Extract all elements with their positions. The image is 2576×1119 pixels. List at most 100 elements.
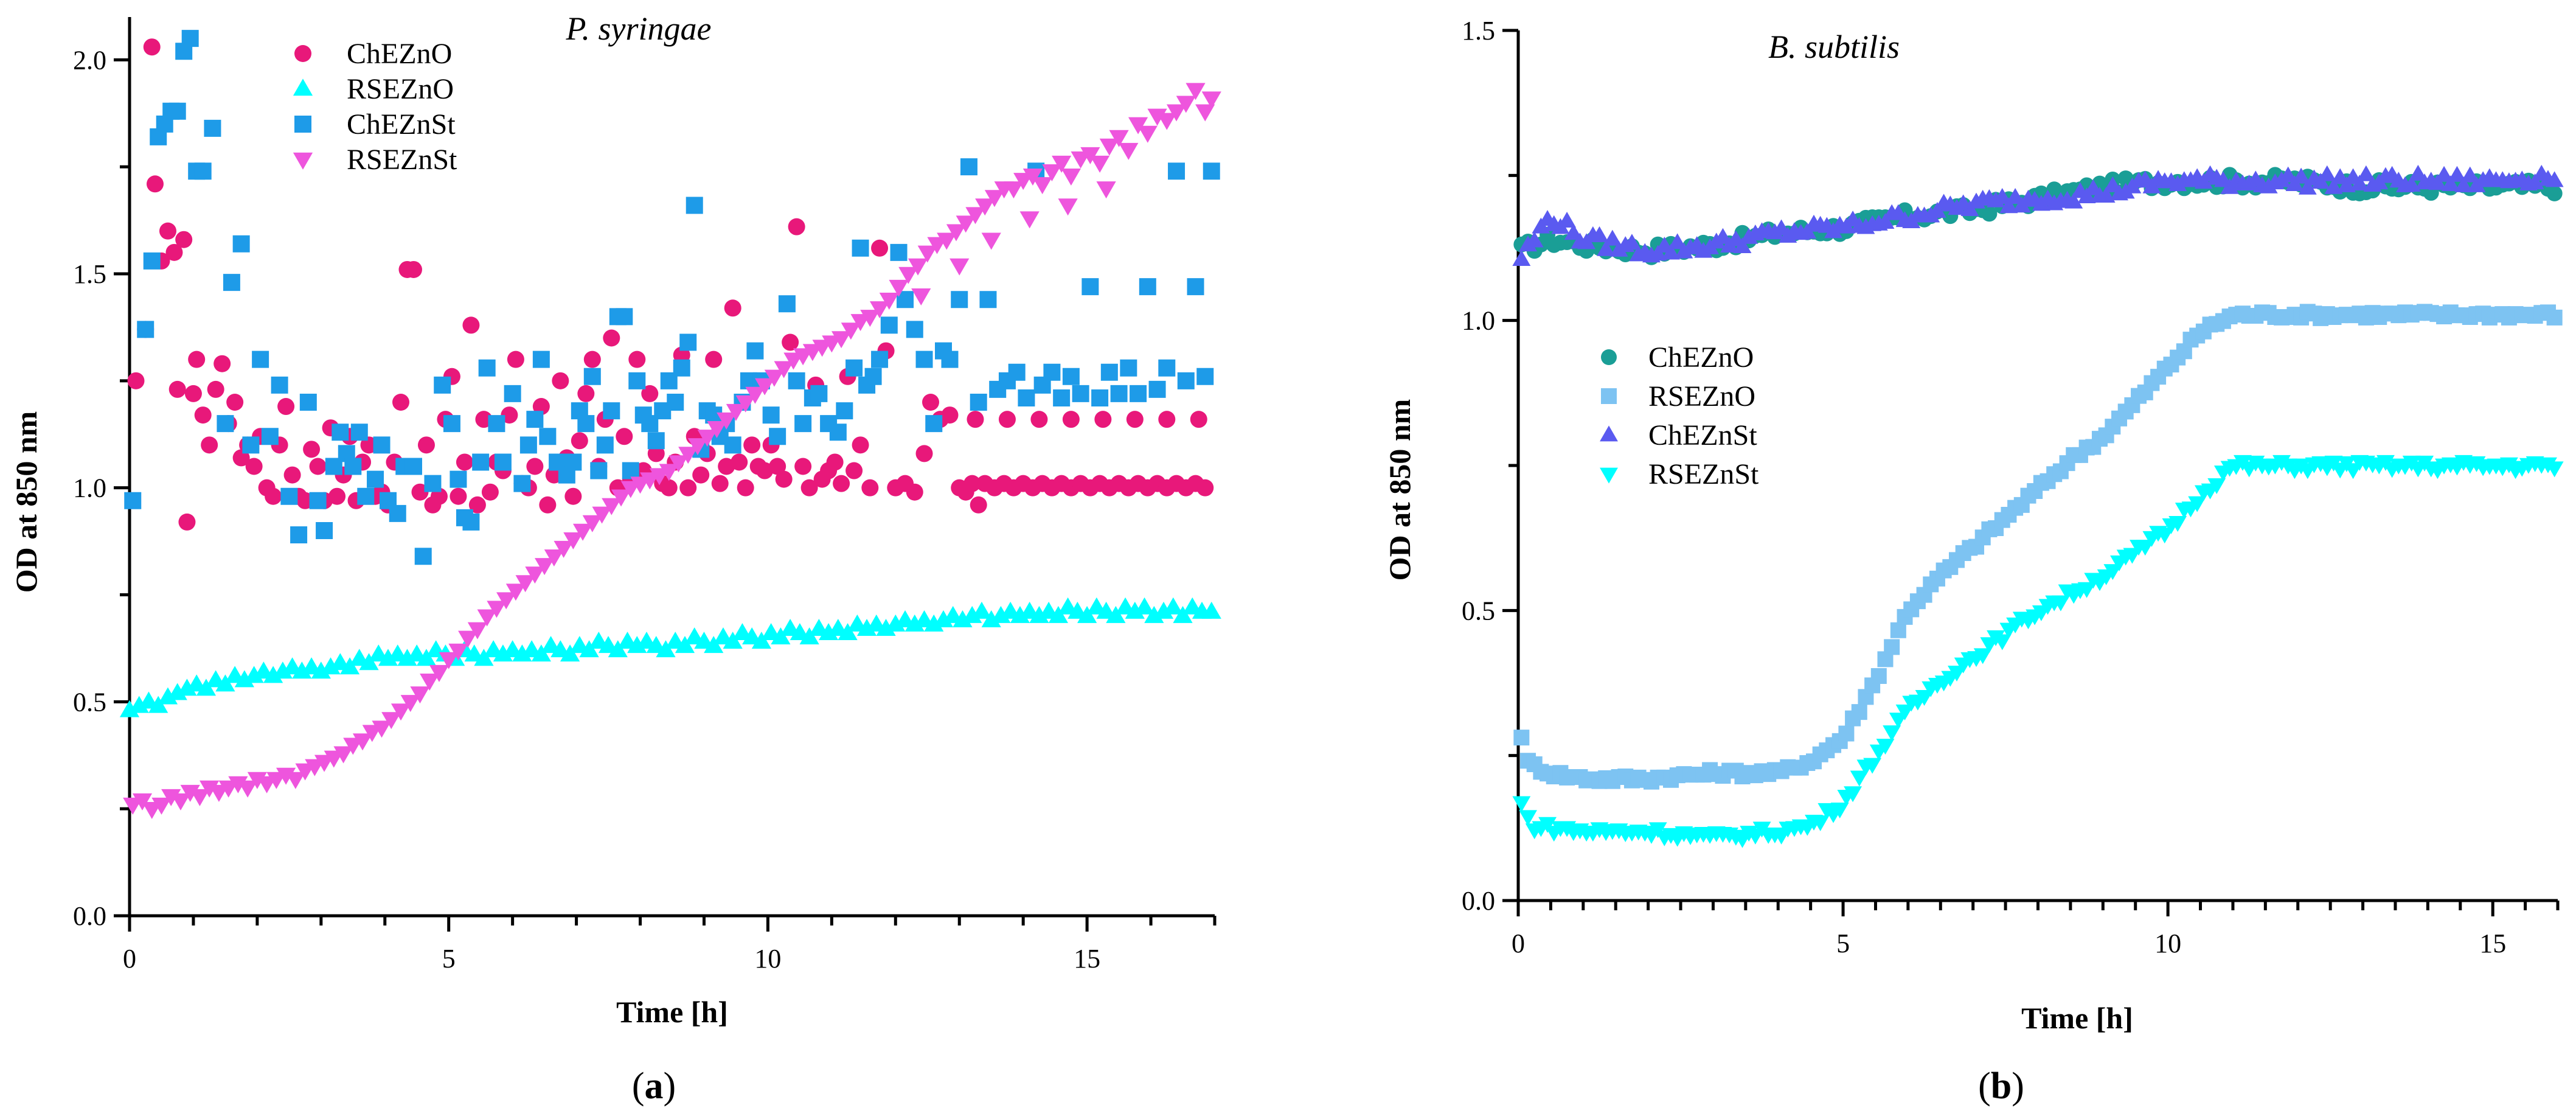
panel-a-point-RSEZnO [378, 649, 398, 666]
panel-a-x-tick-label: 0 [123, 944, 136, 974]
panel-a-point-RSEZnSt [572, 523, 593, 541]
panel-a-point-ChEZnSt [280, 487, 298, 505]
panel-a-point-RSEZnSt [276, 767, 296, 785]
panel-a-point-ChEZnO [507, 350, 524, 368]
panel-a-point-ChEZnSt [925, 415, 943, 433]
panel-a-point-ChEZnO [232, 449, 250, 467]
panel-a-point-RSEZnSt [831, 331, 852, 349]
panel-a-point-RSEZnO [886, 614, 906, 632]
panel-a-point-ChEZnSt [829, 424, 847, 441]
panel-a-point-RSEZnO [1134, 597, 1154, 615]
panel-a-point-RSEZnO [1125, 601, 1145, 619]
panel-a-point-ChEZnO [769, 458, 786, 475]
panel-a-point-RSEZnO [904, 614, 925, 632]
panel-a-point-RSEZnO [1201, 601, 1221, 619]
panel-a-point-RSEZnO [962, 605, 982, 623]
panel-a-point-ChEZnSt [1091, 389, 1109, 406]
panel-a-point-ChEZnO [127, 372, 145, 389]
panel-a-legend-label: RSEZnO [347, 73, 454, 105]
panel-a-point-ChEZnO [277, 398, 295, 416]
panel-a-point-RSEZnSt [602, 498, 622, 515]
panel-a-point-ChEZnO [539, 496, 557, 514]
panel-b-point-ChEZnSt [2298, 178, 2317, 195]
panel-b-point-ChEZnSt [2350, 175, 2369, 191]
panel-a-point-RSEZnO [119, 700, 140, 717]
panel-a-point-ChEZnSt [261, 428, 279, 445]
panel-a-point-RSEZnSt [981, 232, 1001, 250]
panel-a-point-RSEZnSt [190, 789, 210, 806]
panel-a-point-ChEZnSt [338, 445, 355, 462]
panel-b-point-ChEZnSt [1876, 212, 1895, 229]
panel-b-point-ChEZnSt [1597, 240, 1616, 256]
panel-a-point-RSEZnSt [1195, 104, 1215, 122]
panel-a-point-ChEZnO [283, 466, 301, 484]
panel-a-point-ChEZnSt [1203, 162, 1220, 180]
panel-a-point-ChEZnO [871, 239, 889, 257]
panel-a-point-ChEZnSt [443, 415, 460, 433]
panel-a-point-ChEZnSt [852, 239, 869, 257]
panel-b-point-RSEZnSt [2103, 564, 2122, 580]
panel-a-point-ChEZnO [1062, 411, 1080, 428]
panel-a-point-RSEZnSt [582, 515, 602, 532]
panel-a-point-RSEZnO [196, 678, 217, 696]
panel-b-legend-item: ChEZnSt [1600, 419, 1757, 451]
panel-b-point-RSEZnSt [1863, 758, 1882, 774]
panel-a-point-ChEZnSt [686, 197, 703, 214]
panel-a-point-ChEZnSt [513, 475, 531, 492]
panel-b-point-ChEZnSt [2292, 167, 2311, 184]
panel-b-legend-item: RSEZnSt [1600, 458, 1759, 490]
panel-b-point-ChEZnSt [2448, 166, 2467, 182]
panel-a-point-ChEZnO [226, 394, 244, 411]
panel-a-point-ChEZnO [833, 475, 850, 492]
panel-b-point-ChEZnSt [2317, 165, 2336, 181]
panel-a-point-ChEZnO [564, 487, 582, 505]
panel-a-point-ChEZnO [430, 487, 448, 505]
panel-b-point-ChEZnSt [2279, 166, 2297, 183]
panel-b-legend-item: ChEZnO [1601, 341, 1754, 374]
panel-a-legend-item: ChEZnSt [294, 108, 456, 141]
panel-a-point-RSEZnSt [1019, 211, 1040, 229]
panel-a-point-ChEZnO [178, 513, 196, 531]
panel-a-point-RSEZnO [158, 687, 178, 705]
panel-a-plot-area: 0 5 10 15 0.0 0.5 1.0 1.5 2.0 [73, 17, 1221, 974]
panel-a-point-ChEZnSt [1062, 368, 1080, 385]
panel-a-point-ChEZnSt [897, 291, 914, 309]
panel-a-legend-label: ChEZnSt [347, 108, 456, 141]
panel-a-point-ChEZnO [1126, 411, 1144, 428]
panel-a-legend-item: RSEZnSt [293, 144, 457, 176]
panel-a-point-ChEZnSt [970, 394, 987, 411]
panel-a-point-ChEZnO [826, 453, 844, 471]
panel-a-point-ChEZnO [861, 479, 879, 497]
panel-a-point-ChEZnO [852, 436, 869, 454]
panel-a-point-RSEZnSt [400, 695, 420, 713]
panel-a-point-RSEZnO [311, 661, 331, 679]
panel-a-point-RSEZnSt [726, 403, 746, 421]
panel-a-point-RSEZnO [924, 614, 944, 632]
panel-a-point-ChEZnO [724, 299, 741, 317]
panel-b-point-ChEZnSt [2064, 192, 2083, 209]
panel-a-point-ChEZnSt [137, 321, 154, 338]
panel-a-point-ChEZnSt [181, 30, 199, 47]
panel-b-point-ChEZnSt [2454, 176, 2473, 192]
panel-a-point-ChEZnO [207, 380, 224, 398]
panel-a-point-ChEZnO [404, 260, 422, 278]
panel-b-point-RSEZnSt [2155, 528, 2174, 544]
panel-b-point-RSEZnO [1513, 730, 1530, 746]
panel-a-point-ChEZnO [392, 394, 409, 411]
panel-a-point-ChEZnSt [1168, 162, 1186, 180]
panel-b-point-ChEZnSt [2545, 171, 2564, 187]
panel-a-point-ChEZnSt [769, 428, 786, 445]
panel-b-point-ChEZnSt [1590, 226, 1609, 242]
panel-a-point-RSEZnSt [333, 746, 353, 764]
panel-a-point-ChEZnSt [667, 394, 684, 411]
panel-a-point-ChEZnO [775, 470, 793, 488]
panel-a-point-RSEZnO [704, 636, 724, 654]
panel-a-point-RSEZnSt [420, 673, 440, 691]
panel-a-legend-label: ChEZnO [347, 38, 452, 70]
panel-a-point-ChEZnSt [332, 424, 349, 441]
panel-a-point-RSEZnO [148, 695, 168, 713]
panel-a-point-ChEZnSt [616, 308, 633, 326]
panel-b-point-RSEZnSt [2077, 582, 2096, 598]
panel-a-point-ChEZnSt [519, 436, 537, 454]
